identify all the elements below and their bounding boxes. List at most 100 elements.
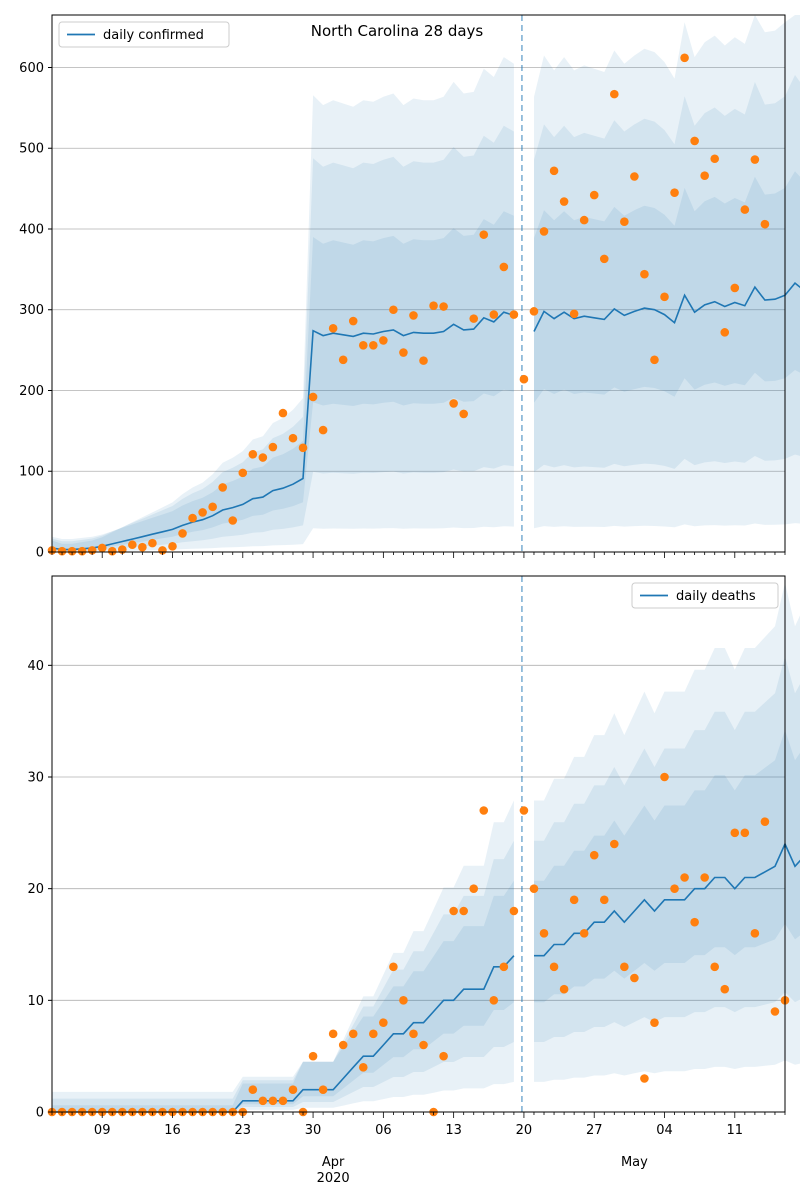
x-month-label: Apr <box>322 1155 345 1170</box>
observed-point <box>559 984 569 994</box>
observed-point <box>690 136 699 146</box>
observed-point <box>559 197 569 206</box>
plot-frame <box>51 14 786 553</box>
observed-point <box>429 301 438 311</box>
observed-point <box>740 205 750 214</box>
observed-point <box>569 895 579 905</box>
daily-deaths-panel: 0 10 20 30 40 daily deaths <box>27 575 800 1121</box>
uncertainty-band <box>534 730 800 1003</box>
observed-point <box>680 873 689 882</box>
observed-point <box>760 219 770 229</box>
observed-point <box>348 316 358 326</box>
observed-point <box>670 188 679 197</box>
x-tick-label: 11 <box>727 1123 744 1138</box>
observed-point <box>399 996 408 1005</box>
x-tick-label: 23 <box>235 1123 252 1138</box>
observed-point <box>97 543 107 553</box>
chart-title: North Carolina 28 days <box>311 22 484 40</box>
observed-point <box>409 1029 418 1039</box>
observed-point <box>690 917 699 927</box>
observed-point <box>258 1096 268 1106</box>
observed-point <box>750 155 760 164</box>
observed-point <box>529 307 539 316</box>
x-tick-label: 27 <box>586 1123 603 1138</box>
x-tick-label: 16 <box>164 1123 181 1138</box>
observed-point <box>138 542 147 552</box>
uncertainty-band <box>52 880 514 1112</box>
daily-confirmed-panel: 0 100 200 300 400 500 600 North Carolina 28 day… <box>19 14 800 561</box>
y-tick-label: 400 <box>19 222 44 237</box>
observed-point <box>268 442 278 452</box>
x-tick-label: 04 <box>656 1123 673 1138</box>
observed-point <box>680 53 689 63</box>
observed-point <box>509 310 519 319</box>
observed-point <box>278 408 288 418</box>
x-year-label: 2020 <box>317 1171 350 1186</box>
observed-point <box>750 929 760 938</box>
observed-point <box>539 929 549 938</box>
observed-point <box>379 1018 388 1027</box>
y-tick-label: 600 <box>19 61 44 76</box>
observed-point <box>348 1029 358 1039</box>
observed-point <box>298 443 308 453</box>
y-tick-label: 300 <box>19 303 44 318</box>
observed-point <box>499 262 509 272</box>
observed-point <box>419 356 428 365</box>
legend: daily confirmed <box>58 21 230 48</box>
observed-point <box>158 546 167 555</box>
uncertainty-band <box>52 211 514 551</box>
observed-point <box>128 540 137 550</box>
observed-point <box>589 850 599 860</box>
observed-point <box>650 1018 659 1027</box>
observed-point <box>599 254 609 264</box>
observed-point <box>489 996 499 1005</box>
observed-point <box>539 227 549 236</box>
legend-box <box>58 21 230 48</box>
y-tick-label: 500 <box>19 142 44 157</box>
observed-point <box>630 172 639 181</box>
observed-point <box>248 449 258 459</box>
uncertainty-band <box>534 15 800 529</box>
observed-point <box>278 1096 288 1106</box>
y-tick-label: 0 <box>36 1106 44 1121</box>
observed-point <box>720 984 730 994</box>
observed-point <box>409 311 418 320</box>
observed-point <box>358 1063 368 1072</box>
observed-point <box>77 546 87 556</box>
observed-point <box>660 292 669 302</box>
observed-point <box>710 962 720 972</box>
observed-point <box>318 1085 328 1094</box>
x-tick-label: 20 <box>516 1123 533 1138</box>
observed-point <box>720 328 730 337</box>
observed-point <box>650 355 659 365</box>
uncertainty-band <box>52 57 514 552</box>
observed-point <box>399 348 408 357</box>
observed-point <box>620 217 629 227</box>
observed-point <box>439 302 448 311</box>
observed-point <box>369 340 378 350</box>
observed-point <box>620 962 629 972</box>
observed-point <box>328 324 338 333</box>
uncertainty-band <box>52 125 514 552</box>
observed-point <box>168 542 177 551</box>
observed-point <box>238 468 248 478</box>
observed-point <box>469 314 479 323</box>
observed-point <box>489 310 499 319</box>
x-tick-label: 13 <box>445 1123 462 1138</box>
observed-point <box>660 772 669 782</box>
uncertainty-band <box>534 582 800 1082</box>
observed-point <box>710 154 720 164</box>
observed-point <box>479 230 489 239</box>
observed-point <box>700 873 709 882</box>
uncertainty-band <box>534 656 800 1042</box>
observed-point <box>640 1074 649 1083</box>
observed-point <box>379 336 388 345</box>
observed-point <box>459 906 468 916</box>
observed-point <box>218 483 227 492</box>
observed-point <box>288 1085 298 1094</box>
y-tick-label: 200 <box>19 384 44 399</box>
x-tick-label: 06 <box>375 1123 392 1138</box>
x-month-label: May <box>621 1155 648 1170</box>
observed-point <box>459 409 468 419</box>
